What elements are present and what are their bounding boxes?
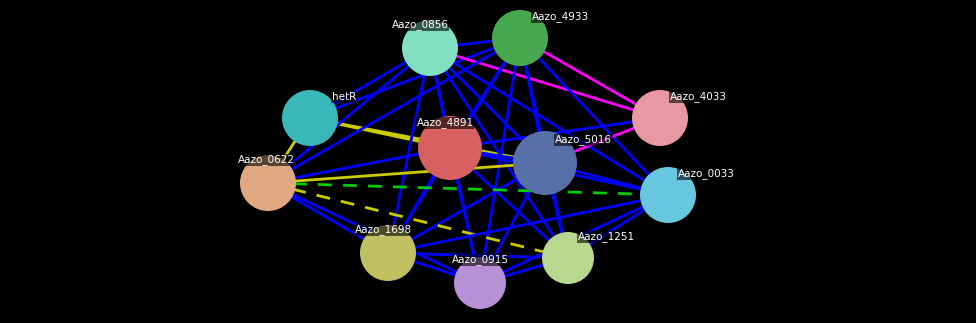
Ellipse shape — [402, 20, 458, 76]
Text: Aazo_4891: Aazo_4891 — [417, 117, 473, 128]
Text: Aazo_5016: Aazo_5016 — [555, 134, 612, 145]
Text: Aazo_1698: Aazo_1698 — [354, 224, 412, 235]
Ellipse shape — [418, 116, 482, 180]
Text: Aazo_4033: Aazo_4033 — [670, 91, 727, 102]
Text: hetR: hetR — [332, 92, 356, 102]
Text: Aazo_4933: Aazo_4933 — [532, 11, 590, 22]
Ellipse shape — [542, 232, 594, 284]
Text: Aazo_0622: Aazo_0622 — [237, 154, 295, 165]
Text: Aazo_0856: Aazo_0856 — [391, 19, 449, 30]
Ellipse shape — [360, 225, 416, 281]
Ellipse shape — [632, 90, 688, 146]
Ellipse shape — [282, 90, 338, 146]
Ellipse shape — [240, 155, 296, 211]
Ellipse shape — [492, 10, 548, 66]
Text: Aazo_1251: Aazo_1251 — [578, 231, 635, 242]
Text: Aazo_0033: Aazo_0033 — [678, 168, 735, 179]
Text: Aazo_0915: Aazo_0915 — [452, 254, 508, 265]
Ellipse shape — [513, 131, 577, 195]
Ellipse shape — [454, 257, 506, 309]
Ellipse shape — [640, 167, 696, 223]
